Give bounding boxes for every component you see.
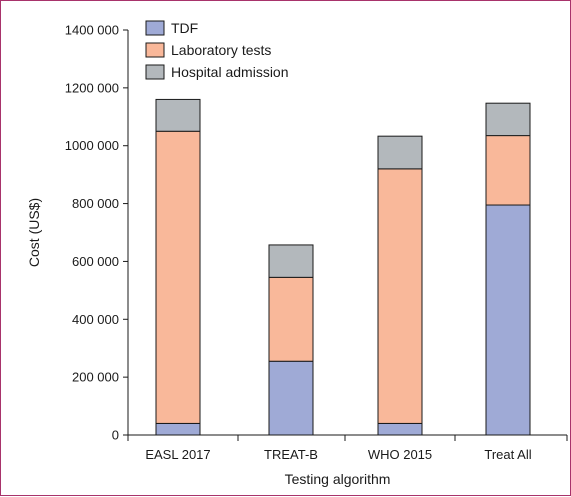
y-tick-label: 1400 000 bbox=[65, 23, 119, 38]
bar-segment bbox=[485, 102, 531, 137]
bar-segment bbox=[155, 422, 201, 436]
x-tick-label: Treat All bbox=[484, 447, 531, 462]
x-tick-label: EASL 2017 bbox=[145, 447, 210, 462]
bar-segment bbox=[268, 276, 314, 362]
x-axis-ticks: EASL 2017 TREAT-B WHO 2015 Treat All bbox=[127, 435, 568, 462]
legend-swatch bbox=[145, 42, 165, 58]
x-tick-label: WHO 2015 bbox=[368, 447, 432, 462]
bar-segment bbox=[377, 135, 423, 170]
bar-segment bbox=[377, 168, 423, 424]
bar-segment bbox=[155, 98, 201, 132]
y-axis-label: Cost (US$) bbox=[26, 198, 42, 267]
y-tick-label: 800 000 bbox=[72, 196, 119, 211]
bars bbox=[155, 98, 531, 436]
legend-swatch bbox=[145, 20, 165, 36]
x-axis-label: Testing algorithm bbox=[285, 471, 391, 487]
legend-label: Laboratory tests bbox=[171, 42, 271, 58]
legend-label: TDF bbox=[171, 20, 198, 36]
legend: TDF Laboratory tests Hospital admission bbox=[145, 20, 289, 80]
legend-swatch bbox=[145, 64, 165, 80]
y-tick-label: 400 000 bbox=[72, 312, 119, 327]
bar-segment bbox=[268, 244, 314, 278]
y-tick-label: 600 000 bbox=[72, 254, 119, 269]
bar-segment bbox=[485, 204, 531, 436]
legend-label: Hospital admission bbox=[171, 64, 289, 80]
x-tick-label: TREAT-B bbox=[264, 447, 318, 462]
y-axis-ticks: 0 200 000 400 000 600 000 800 000 1000 000 120… bbox=[65, 23, 128, 443]
bar-segment bbox=[268, 360, 314, 436]
y-tick-label: 200 000 bbox=[72, 370, 119, 385]
y-tick-label: 1200 000 bbox=[65, 80, 119, 95]
y-tick-label: 0 bbox=[112, 428, 119, 443]
y-tick-label: 1000 000 bbox=[65, 138, 119, 153]
bar-segment bbox=[155, 130, 201, 424]
bar-segment bbox=[377, 422, 423, 436]
bar-segment bbox=[485, 135, 531, 206]
